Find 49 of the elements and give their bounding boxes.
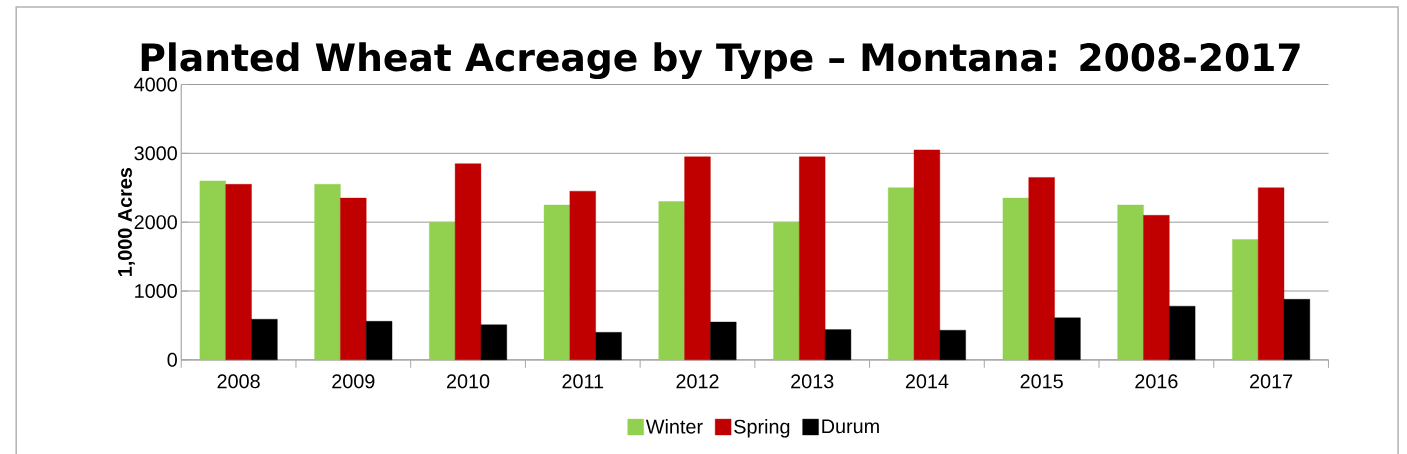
x-tick-label: 2008 <box>217 374 260 389</box>
x-tick-label: 2014 <box>905 374 949 389</box>
bar <box>543 204 571 360</box>
bar <box>1283 298 1311 360</box>
bar <box>658 201 685 360</box>
bar <box>340 197 367 360</box>
y-tick-label: 0 <box>167 352 177 367</box>
x-tick-label: 2015 <box>1020 374 1063 389</box>
bar <box>595 331 622 360</box>
x-tick-label: 2012 <box>676 374 719 389</box>
bar <box>251 318 278 360</box>
bar <box>939 329 966 360</box>
y-tick-label: 3000 <box>134 146 177 161</box>
legend-label: Durum <box>822 419 879 434</box>
x-tick-label: 2010 <box>447 374 490 389</box>
bar <box>1143 214 1170 360</box>
bar <box>1028 177 1055 360</box>
x-tick-label: 2017 <box>1250 374 1293 389</box>
bar <box>480 324 507 360</box>
bar <box>1169 305 1196 360</box>
bar <box>454 163 482 360</box>
bar <box>913 149 941 360</box>
bar <box>710 321 737 360</box>
x-tick-label: 2011 <box>562 374 604 389</box>
x-tick-label: 2013 <box>791 374 834 389</box>
bar <box>1054 317 1081 360</box>
y-axis-title: 1,000 Acres <box>117 167 135 276</box>
bar <box>366 320 393 360</box>
bar <box>314 183 341 360</box>
bar <box>569 190 596 360</box>
bar <box>429 221 456 360</box>
legend-label: Winter <box>645 418 703 434</box>
bar <box>1257 187 1285 360</box>
bar <box>1117 204 1144 360</box>
legend-label: Spring <box>734 418 790 438</box>
y-tick-label: 1000 <box>135 283 177 298</box>
bar <box>199 180 226 360</box>
y-tick-label: 2000 <box>134 215 177 230</box>
bar <box>824 329 852 360</box>
bar <box>225 183 252 360</box>
x-tick-label: 2009 <box>332 374 375 389</box>
y-tick-label: 4000 <box>134 77 177 92</box>
bar <box>799 156 826 360</box>
bar <box>888 187 915 360</box>
x-tick-label: 2016 <box>1135 374 1178 389</box>
bar <box>773 221 800 360</box>
bar <box>684 156 711 360</box>
bar <box>1232 239 1259 360</box>
bar <box>1002 197 1029 360</box>
